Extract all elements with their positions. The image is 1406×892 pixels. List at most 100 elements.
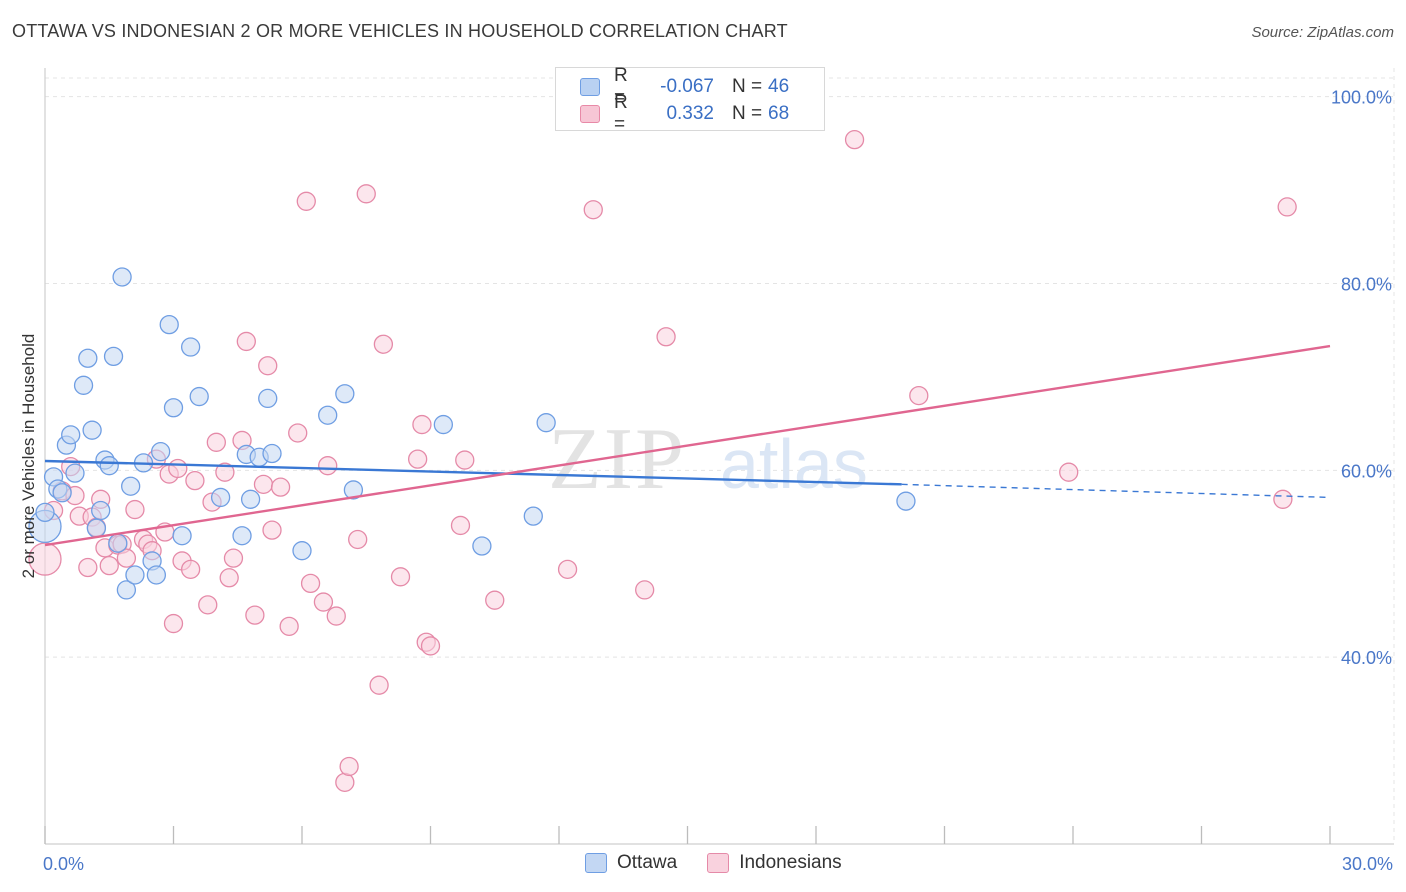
legend-r-value: 0.332 bbox=[666, 103, 714, 124]
legend-r-label: R = bbox=[614, 65, 628, 108]
indonesians-point bbox=[557, 559, 578, 580]
indonesians-point bbox=[844, 130, 865, 150]
indonesians-point bbox=[373, 334, 394, 354]
ottawa-point bbox=[172, 526, 192, 546]
indonesians-point bbox=[116, 548, 137, 568]
indonesians-point bbox=[258, 356, 278, 376]
legend: R = -0.067 N = 46 R = 0.332 N = 68 bbox=[555, 65, 825, 135]
axes bbox=[44, 68, 1394, 845]
ottawa-point bbox=[262, 443, 282, 464]
bottom-legend-indonesians: Indonesians bbox=[707, 852, 842, 874]
watermark-atlas: atlas bbox=[720, 425, 868, 503]
legend-n-value: 68 bbox=[768, 103, 790, 124]
tick-labels: 40.0% 60.0% 80.0% 100.0% 0.0% 30.0% bbox=[43, 88, 1393, 874]
ottawa-point bbox=[343, 480, 364, 500]
ottawa-point bbox=[61, 425, 81, 445]
ottawa-point bbox=[103, 346, 124, 367]
legend-r-label: R = bbox=[614, 92, 628, 135]
legend-r-value: -0.067 bbox=[660, 76, 714, 97]
indonesians-point bbox=[253, 474, 274, 495]
indonesians-point bbox=[262, 520, 282, 540]
indonesians-point bbox=[369, 675, 389, 695]
indonesians-point bbox=[356, 184, 376, 204]
ottawa-point bbox=[180, 337, 201, 357]
bottom-legend-swatch-ottawa bbox=[585, 853, 607, 873]
indonesians-point bbox=[168, 458, 188, 479]
y-tick-label: 100.0% bbox=[1331, 88, 1392, 108]
ottawa-point bbox=[52, 483, 72, 503]
ottawa-point bbox=[240, 489, 261, 509]
ottawa-point bbox=[91, 500, 111, 521]
indonesians-point bbox=[206, 432, 226, 452]
y-tick-label: 60.0% bbox=[1341, 461, 1392, 481]
indonesians-point bbox=[412, 414, 432, 435]
ottawa-point bbox=[82, 420, 102, 440]
bottom-legend: Ottawa Indonesians bbox=[585, 852, 872, 874]
legend-swatch-indonesians bbox=[580, 105, 600, 123]
ottawa-point bbox=[65, 463, 85, 483]
ottawa-point bbox=[125, 565, 145, 585]
ottawa-point bbox=[112, 267, 132, 287]
x-tick-label: 0.0% bbox=[43, 854, 84, 874]
x-tick-label: 30.0% bbox=[1342, 854, 1393, 874]
ottawa-point bbox=[210, 487, 231, 508]
legend-n-label: N = bbox=[732, 76, 763, 97]
ottawa-point bbox=[896, 491, 916, 511]
indonesians-point bbox=[656, 327, 676, 347]
indonesians-point bbox=[279, 616, 299, 636]
bottom-legend-swatch-indonesians bbox=[707, 853, 730, 873]
chart-title: OTTAWA VS INDONESIAN 2 OR MORE VEHICLES … bbox=[12, 21, 788, 41]
indonesians-point bbox=[296, 191, 316, 211]
legend-swatch-ottawa bbox=[580, 78, 600, 96]
legend-row-indonesians: R = 0.332 N = 68 bbox=[580, 92, 790, 135]
y-axis-label: 2 or more Vehicles in Household bbox=[19, 334, 38, 579]
indonesians-point bbox=[1059, 462, 1079, 482]
indonesians-point bbox=[390, 567, 411, 587]
ottawa-point bbox=[433, 414, 454, 435]
indonesians-point bbox=[339, 756, 359, 777]
source-label: Source: ZipAtlas.com bbox=[1251, 24, 1394, 41]
ottawa-point bbox=[146, 565, 167, 585]
indonesians-point bbox=[198, 595, 218, 615]
ottawa-point bbox=[159, 314, 179, 335]
ottawa-point bbox=[108, 533, 128, 553]
indonesians-point bbox=[185, 470, 205, 491]
bottom-legend-ottawa: Ottawa bbox=[585, 852, 677, 874]
ottawa-point bbox=[318, 405, 338, 425]
trend-lines bbox=[44, 344, 1331, 547]
ottawa-point bbox=[189, 386, 209, 407]
bottom-legend-label-indonesians: Indonesians bbox=[739, 852, 842, 873]
legend-n-label: N = bbox=[732, 103, 763, 124]
indonesians-point bbox=[223, 548, 244, 568]
indonesians-point bbox=[420, 636, 441, 656]
indonesians-point bbox=[180, 559, 201, 580]
indonesians-point bbox=[450, 515, 471, 536]
indonesians-point bbox=[909, 385, 929, 406]
ottawa-point bbox=[292, 541, 312, 561]
indonesians-point bbox=[28, 542, 62, 576]
indonesians-point bbox=[348, 529, 368, 550]
ottawa-point bbox=[78, 348, 98, 368]
indonesians-point bbox=[407, 449, 428, 469]
indonesians-point bbox=[455, 450, 475, 470]
ottawa-point bbox=[116, 580, 137, 600]
ottawa-point bbox=[472, 536, 492, 556]
ottawa-point bbox=[335, 384, 355, 404]
ottawa-point bbox=[99, 456, 119, 476]
ottawa-point bbox=[163, 398, 184, 418]
indonesians-point bbox=[125, 499, 145, 520]
y-tick-label: 80.0% bbox=[1341, 275, 1392, 295]
indonesians-point bbox=[219, 568, 239, 588]
indonesians-point bbox=[1277, 197, 1297, 217]
indonesians-point bbox=[236, 331, 256, 352]
ottawa-point bbox=[150, 442, 171, 462]
ottawa-point bbox=[523, 506, 543, 526]
indonesians-point bbox=[583, 200, 603, 220]
indonesians-point bbox=[78, 557, 98, 578]
legend-n-value: 46 bbox=[768, 76, 790, 97]
indonesians-point bbox=[288, 423, 308, 443]
indonesians-point bbox=[335, 772, 355, 792]
series-indonesians bbox=[28, 130, 1297, 792]
ottawa-point bbox=[35, 502, 55, 523]
